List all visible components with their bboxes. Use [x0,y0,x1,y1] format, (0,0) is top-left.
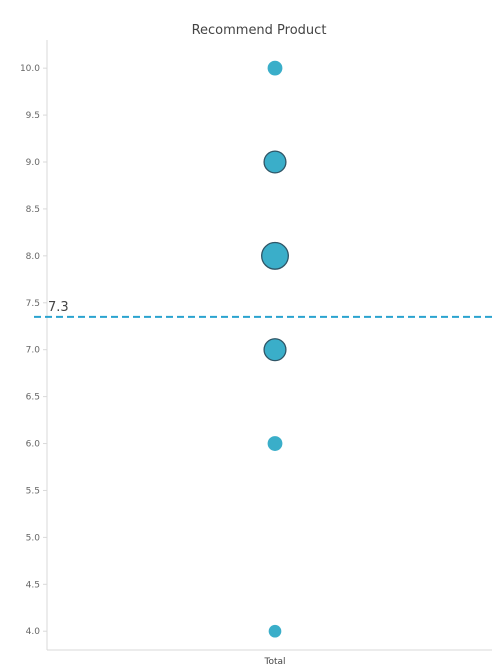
y-tick-label: 7.0 [26,346,41,356]
data-point[interactable] [267,436,283,451]
y-tick-label: 6.5 [26,393,40,403]
y-tick-label: 4.0 [26,627,41,637]
x-axis-labels: Total [263,657,285,667]
data-point[interactable] [263,338,287,362]
y-tick-label: 10.0 [20,64,40,74]
y-tick-label: 5.5 [26,486,40,496]
y-tick-label: 6.0 [26,440,41,450]
y-tick-label: 4.5 [26,580,40,590]
y-axis-ticks: 4.0 4.5 5.0 5.5 6.0 6.5 7.0 7.5 8.0 8.5 9.0 9.5 10.0 [20,64,47,637]
data-point[interactable] [263,150,287,174]
y-tick-label: 8.0 [26,252,41,262]
data-point[interactable] [267,60,283,76]
y-tick-label: 5.0 [26,533,41,543]
y-tick-label: 9.5 [26,111,40,121]
y-tick-label: 9.0 [26,158,41,168]
y-tick-label: 7.5 [26,299,40,309]
reference-line-group: 7.3 [34,300,492,318]
x-category-label: Total [263,657,285,667]
data-point[interactable] [261,241,289,270]
chart-title: Recommend Product [192,23,327,38]
data-points [261,60,289,638]
y-tick-label: 8.5 [26,205,40,215]
reference-line-label: 7.3 [48,300,69,315]
data-point[interactable] [268,624,282,638]
